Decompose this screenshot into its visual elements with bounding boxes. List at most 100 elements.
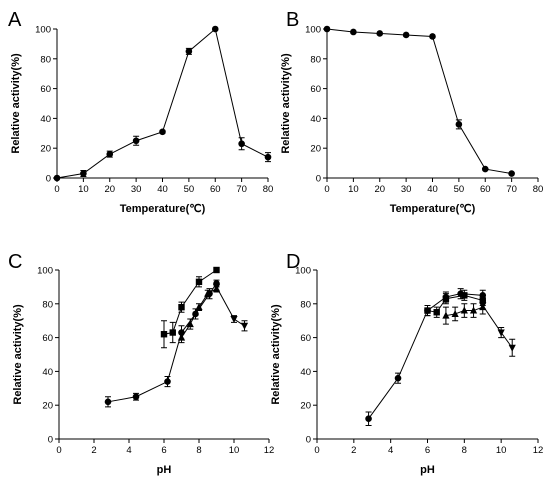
x-axis-title: Temperature(℃)	[120, 203, 206, 215]
data-point	[132, 393, 140, 401]
data-point	[376, 30, 384, 37]
data-point	[240, 322, 249, 330]
x-tick-label: 30	[131, 184, 142, 195]
data-point	[80, 170, 87, 177]
y-tick-label: 80	[310, 54, 321, 65]
chart-panel-c: C 0 2 4 6 8 10 12 0 20 40 60 80 100 pH Relative activit…	[8, 251, 274, 476]
series-square	[424, 289, 486, 318]
data-point	[508, 170, 515, 177]
x-tick-label: 50	[184, 184, 195, 195]
y-tick-label: 0	[46, 174, 51, 185]
data-point	[106, 150, 114, 158]
data-point	[160, 331, 168, 338]
series-triangle-down	[479, 301, 516, 357]
x-tick-label: 40	[427, 184, 438, 195]
data-point	[212, 283, 221, 291]
data-point	[461, 292, 468, 299]
y-tick-label: 40	[42, 367, 53, 378]
data-point	[402, 31, 410, 39]
x-tick-label: 60	[480, 184, 491, 195]
data-point	[159, 128, 166, 136]
y-tick-label: 0	[48, 435, 53, 446]
series-square	[160, 266, 220, 349]
y-axis-title: Relative activity(%)	[10, 53, 22, 154]
data-point	[350, 28, 357, 36]
x-axis-title: pH	[420, 464, 435, 476]
data-point	[164, 378, 171, 385]
x-tick-label: 0	[314, 445, 319, 456]
x-tick-label: 4	[388, 445, 393, 456]
x-tick-label: 10	[229, 445, 240, 456]
x-tick-label: 20	[374, 184, 385, 195]
data-point	[178, 303, 185, 311]
x-tick-label: 12	[533, 445, 544, 456]
data-point	[213, 266, 220, 274]
y-tick-label: 60	[300, 333, 311, 344]
data-point	[104, 398, 112, 406]
data-point	[451, 309, 459, 317]
data-point	[469, 306, 478, 314]
y-tick-label: 100	[35, 25, 51, 36]
series-line	[482, 305, 513, 349]
data-point	[185, 48, 193, 55]
x-tick-label: 0	[56, 445, 61, 456]
series-triangle-up	[177, 284, 221, 344]
x-tick-label: 8	[462, 445, 467, 456]
y-axis-title: Relative activity(%)	[270, 304, 282, 405]
x-tick-label: 10	[78, 184, 89, 195]
series-circle	[104, 279, 220, 408]
y-tick-label: 60	[42, 333, 53, 344]
data-point	[323, 25, 331, 33]
x-tick-label: 2	[91, 445, 96, 456]
y-tick-label: 0	[306, 435, 311, 446]
x-tick-label: 40	[157, 184, 168, 195]
x-tick-label: 80	[533, 184, 544, 195]
x-tick-label: 50	[454, 184, 465, 195]
y-tick-label: 60	[310, 84, 321, 95]
x-tick-label: 80	[263, 184, 274, 195]
data-point	[169, 329, 176, 336]
series-triangle-down	[212, 283, 249, 332]
x-tick-label: 6	[161, 445, 166, 456]
series-triangle-up	[442, 299, 487, 325]
y-tick-label: 20	[40, 144, 51, 155]
x-tick-label: 0	[54, 184, 59, 195]
x-tick-label: 10	[496, 445, 507, 456]
x-tick-label: 6	[425, 445, 430, 456]
data-point	[479, 302, 487, 310]
y-tick-label: 80	[40, 54, 51, 65]
data-point	[53, 174, 61, 182]
x-axis-title: Temperature(℃)	[390, 203, 476, 215]
x-tick-label: 60	[210, 184, 221, 195]
y-tick-label: 100	[295, 266, 311, 277]
y-tick-label: 100	[305, 25, 321, 36]
y-tick-label: 80	[42, 299, 53, 310]
data-point	[481, 165, 489, 173]
x-tick-label: 12	[264, 445, 275, 456]
data-point	[230, 316, 238, 324]
data-point	[460, 306, 468, 314]
data-point	[365, 415, 372, 423]
x-tick-label: 4	[126, 445, 131, 456]
data-point	[195, 303, 203, 311]
y-tick-label: 40	[310, 114, 321, 125]
data-point	[204, 289, 212, 297]
series-line	[56, 28, 269, 179]
data-point	[424, 307, 431, 314]
data-point	[211, 25, 219, 33]
panel-letter: D	[286, 251, 300, 273]
chart-panel-d: D 0 2 4 6 8 10 12 0 20 40 60 80 100 pH Relative activit…	[270, 251, 543, 476]
series-circle	[53, 25, 272, 182]
data-point	[394, 374, 402, 382]
y-axis-title: Relative activity(%)	[280, 53, 292, 154]
x-tick-label: 2	[351, 445, 356, 456]
data-point	[177, 333, 186, 341]
panel-letter: B	[286, 9, 299, 31]
data-point	[442, 311, 450, 319]
chart-panel-b: B 0 10 20 30 40 50 60 70 80 0 20 40 60 80 100 Temperatur…	[280, 9, 543, 215]
data-point	[455, 121, 463, 128]
y-tick-label: 40	[40, 114, 51, 125]
y-axis-title: Relative activity(%)	[12, 304, 24, 405]
x-tick-label: 8	[196, 445, 201, 456]
